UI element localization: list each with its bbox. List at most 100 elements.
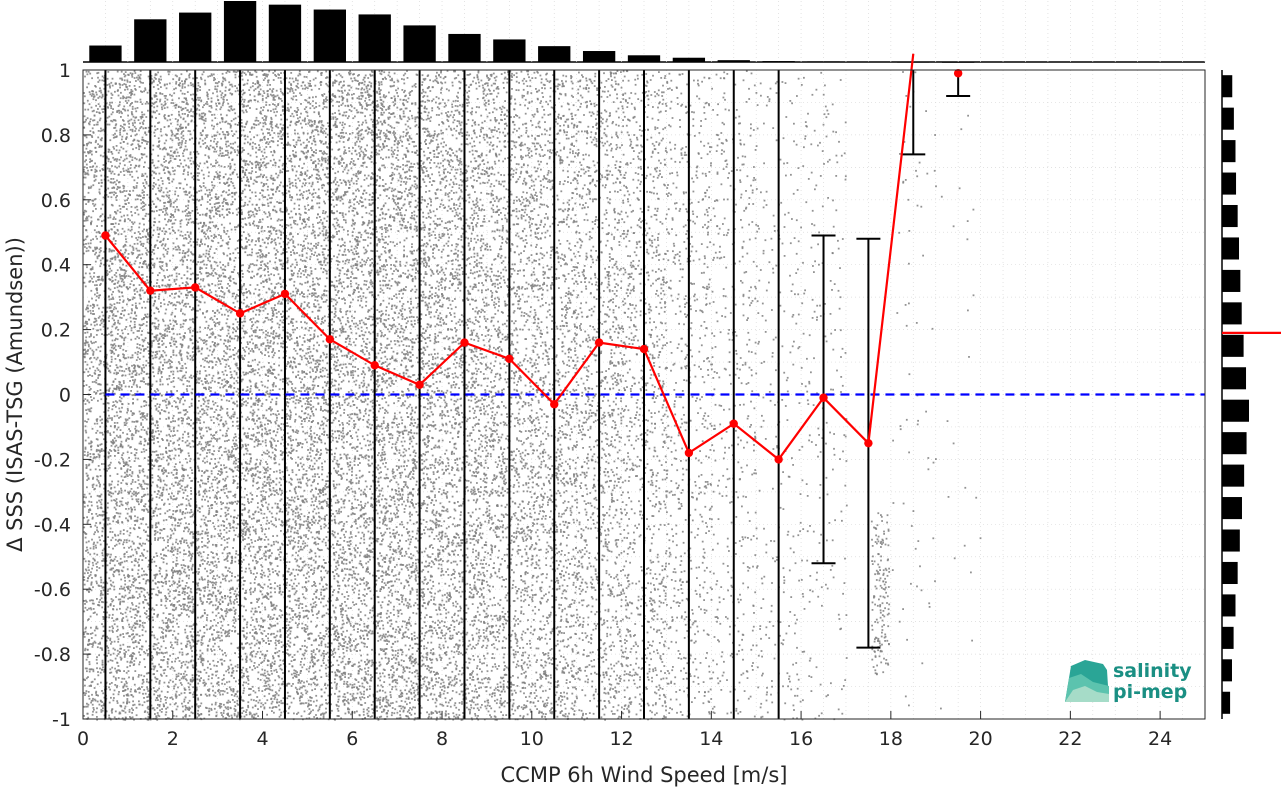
scatter-point	[94, 162, 96, 165]
scatter-point	[121, 374, 123, 377]
scatter-point	[122, 380, 125, 382]
scatter-point	[106, 590, 109, 592]
scatter-point	[113, 387, 116, 390]
scatter-point	[131, 414, 134, 416]
scatter-point	[86, 656, 89, 659]
scatter-point	[140, 501, 142, 503]
scatter-point	[100, 579, 103, 581]
scatter-point	[145, 263, 147, 266]
scatter-point	[138, 625, 141, 628]
scatter-point	[110, 499, 113, 502]
scatter-point	[158, 648, 161, 651]
scatter-point	[139, 73, 142, 76]
scatter-point	[131, 603, 134, 606]
scatter-point	[101, 79, 104, 82]
scatter-point	[158, 342, 160, 345]
scatter-point	[168, 509, 171, 511]
scatter-point	[167, 592, 170, 595]
scatter-point	[153, 464, 156, 467]
scatter-point	[123, 652, 126, 655]
scatter-point	[172, 102, 175, 104]
scatter-point	[138, 140, 140, 143]
scatter-point	[117, 223, 120, 225]
scatter-point	[211, 581, 214, 584]
scatter-point	[204, 193, 207, 196]
scatter-point	[150, 561, 153, 564]
scatter-point	[91, 127, 94, 130]
scatter-point	[114, 256, 117, 259]
scatter-point	[131, 626, 134, 629]
scatter-point	[86, 412, 88, 415]
scatter-point	[108, 714, 110, 717]
scatter-point	[103, 547, 106, 550]
scatter-point	[172, 513, 174, 516]
scatter-point	[143, 651, 145, 653]
scatter-point	[110, 539, 113, 542]
scatter-point	[171, 180, 174, 183]
scatter-point	[165, 418, 168, 420]
scatter-point	[95, 299, 97, 302]
scatter-point	[158, 140, 161, 142]
scatter-point	[129, 607, 132, 610]
scatter-point	[112, 181, 115, 184]
scatter-point	[151, 322, 154, 325]
scatter-point	[126, 437, 129, 440]
scatter-point	[143, 113, 146, 116]
scatter-point	[156, 350, 158, 353]
scatter-point	[109, 303, 112, 306]
scatter-point	[191, 676, 194, 679]
scatter-point	[102, 558, 105, 560]
scatter-point	[125, 541, 128, 544]
scatter-point	[99, 501, 102, 504]
scatter-point	[101, 663, 104, 666]
scatter-point	[167, 624, 169, 627]
scatter-point	[142, 209, 144, 211]
scatter-point	[160, 163, 163, 166]
scatter-point	[130, 508, 133, 511]
scatter-point	[153, 709, 156, 711]
scatter-point	[111, 325, 114, 328]
scatter-point	[133, 323, 136, 326]
scatter-point	[111, 77, 114, 80]
scatter-point	[141, 624, 144, 627]
scatter-point	[94, 246, 96, 249]
scatter-point	[109, 434, 112, 436]
scatter-point	[158, 220, 161, 223]
scatter-point	[166, 195, 169, 198]
scatter-point	[172, 349, 175, 352]
scatter-point	[115, 596, 117, 598]
scatter-point	[123, 357, 126, 360]
scatter-point	[106, 635, 108, 638]
scatter-point	[124, 689, 126, 692]
scatter-point	[116, 635, 119, 638]
scatter-point	[135, 80, 137, 82]
scatter-point	[99, 192, 101, 195]
scatter-point	[145, 364, 147, 367]
scatter-point	[85, 550, 87, 552]
scatter-point	[114, 90, 116, 93]
scatter-point	[205, 490, 208, 493]
scatter-point	[136, 194, 138, 197]
scatter-point	[170, 313, 173, 316]
scatter-point	[157, 88, 160, 90]
scatter-point	[97, 694, 99, 697]
scatter-point	[136, 139, 139, 142]
scatter-point	[144, 260, 147, 263]
scatter-point	[126, 407, 129, 410]
scatter-point	[83, 170, 85, 173]
scatter-point	[135, 158, 138, 161]
scatter-point	[161, 148, 164, 151]
scatter-point	[92, 96, 95, 98]
scatter-point	[133, 520, 136, 522]
scatter-point	[158, 80, 160, 83]
scatter-point	[143, 689, 146, 691]
scatter-point	[92, 586, 94, 589]
scatter-point	[142, 355, 145, 358]
scatter-point	[165, 87, 168, 90]
scatter-point	[138, 703, 141, 706]
scatter-point	[133, 564, 136, 567]
scatter-point	[179, 449, 182, 451]
scatter-point	[144, 630, 147, 633]
scatter-point	[128, 515, 131, 518]
scatter-point	[159, 513, 162, 515]
